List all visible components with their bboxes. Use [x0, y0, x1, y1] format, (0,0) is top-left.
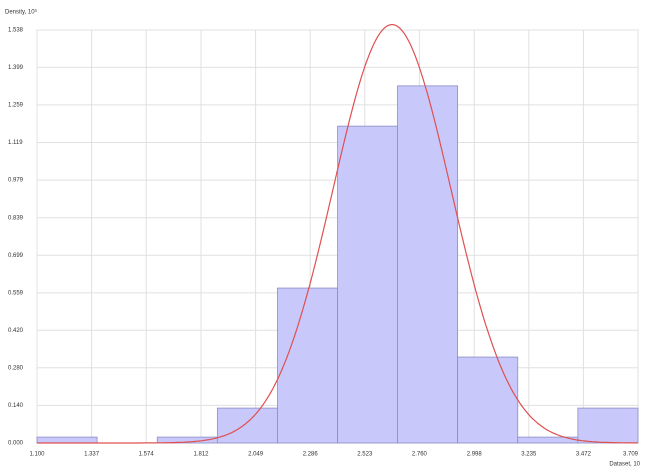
fit-curve: [37, 23, 638, 444]
x-tick-label: 2.049: [248, 452, 264, 458]
x-tick-label: 1.574: [139, 452, 155, 458]
bar: [216, 407, 278, 444]
x-tick-label: 3.709: [623, 452, 639, 458]
y-tick-label: 1.259: [8, 102, 24, 108]
y-tick-label: 0.839: [8, 215, 24, 221]
bar: [397, 85, 459, 444]
x-axis-label: Dataset, 10: [609, 462, 640, 468]
x-tick-label: 2.286: [303, 452, 319, 458]
y-tick-label: 1.119: [8, 140, 23, 146]
x-tick-label: 3.472: [576, 452, 592, 458]
x-tick-label: 1.100: [29, 452, 45, 458]
bar: [577, 407, 639, 444]
x-tick-label: 2.998: [467, 452, 483, 458]
x-tick-label: 2.760: [412, 452, 428, 458]
bar: [36, 436, 98, 444]
bar: [457, 356, 519, 444]
y-tick-label: 0.979: [8, 178, 24, 184]
x-tick-label: 1.337: [84, 452, 100, 458]
y-tick-label: 0.280: [8, 365, 24, 371]
y-tick-label: 0.140: [8, 403, 24, 409]
y-axis-label: Density, 10³: [5, 10, 37, 16]
y-tick-label: 0.420: [8, 328, 24, 334]
x-tick-label: 3.235: [521, 452, 537, 458]
y-tick-label: 0.699: [8, 253, 24, 259]
y-tick-label: 1.399: [8, 65, 24, 71]
y-tick-label: 0.000: [8, 441, 24, 447]
bar: [277, 287, 339, 444]
y-tick-label: 0.559: [8, 290, 24, 296]
x-tick-label: 1.812: [194, 452, 210, 458]
y-tick-label: 1.538: [8, 28, 24, 34]
x-tick-label: 2.523: [357, 452, 373, 458]
bar: [337, 125, 398, 444]
